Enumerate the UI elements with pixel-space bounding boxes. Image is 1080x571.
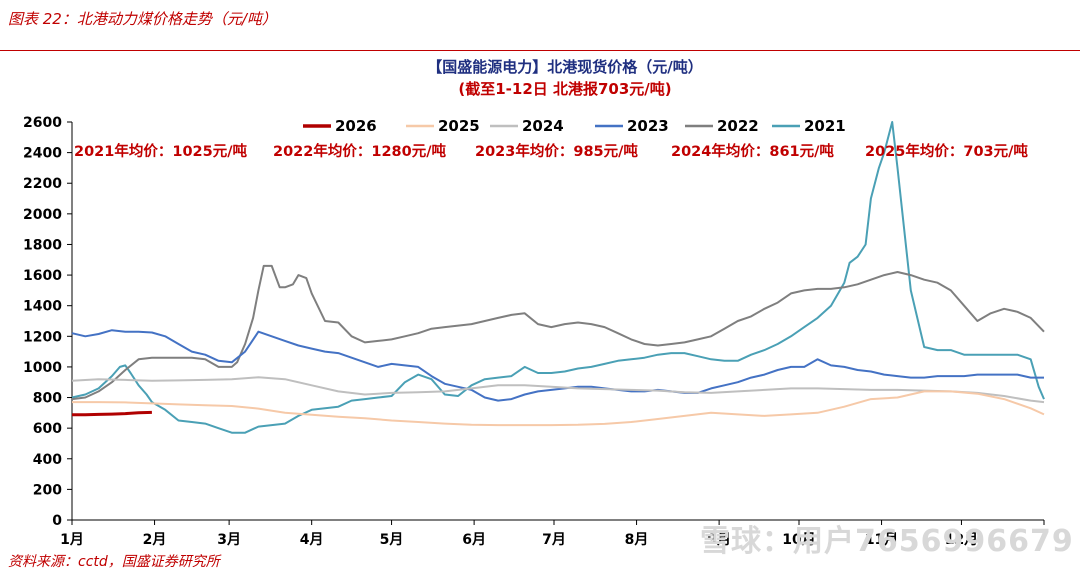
x-tick-label: 11月 bbox=[865, 532, 898, 548]
legend: 2026 2025 2024 2023 2022 2021 bbox=[303, 117, 846, 135]
series-line-2024 bbox=[71, 376, 1045, 404]
watermark: 雪球：用户7656996679 bbox=[700, 524, 1074, 559]
x-tick-label: 4月 bbox=[300, 532, 324, 548]
average-annotations: 2021年均价：1025元/吨 2022年均价：1280元/吨 2023年均价：98… bbox=[74, 142, 1028, 160]
x-tick-label: 9月 bbox=[707, 532, 731, 548]
average-label: 2025年均价：703元/吨 bbox=[865, 142, 1028, 160]
legend-label-2022: 2022 bbox=[717, 117, 759, 135]
y-tick-label: 1800 bbox=[23, 237, 62, 253]
legend-label-2026: 2026 bbox=[335, 117, 377, 135]
legend-label-2023: 2023 bbox=[627, 117, 669, 135]
y-tick-label: 2400 bbox=[23, 146, 62, 162]
legend-label-2024: 2024 bbox=[522, 117, 564, 135]
y-tick-label: 2200 bbox=[23, 176, 62, 192]
x-tick-label: 3月 bbox=[217, 532, 241, 548]
x-tick-label: 7月 bbox=[542, 532, 566, 548]
series-line-2025 bbox=[72, 390, 1045, 427]
top-divider bbox=[0, 50, 1080, 51]
y-tick-label: 1000 bbox=[23, 360, 62, 376]
series-line-2021 bbox=[71, 121, 1045, 434]
figure-caption: 图表 22：北港动力煤价格走势（元/吨） bbox=[8, 10, 277, 28]
price-chart: 【国盛能源电力】北港现货价格（元/吨） (截至1-12日 北港报703元/吨) … bbox=[23, 58, 1045, 548]
y-tick-label: 200 bbox=[33, 482, 62, 498]
average-label: 2024年均价：861元/吨 bbox=[671, 142, 834, 160]
y-tick-label: 1600 bbox=[23, 268, 62, 284]
x-tick-label: 6月 bbox=[462, 532, 486, 548]
series-line-2022 bbox=[71, 264, 1045, 401]
average-label: 2021年均价：1025元/吨 bbox=[74, 142, 248, 160]
x-tick-label: 1月 bbox=[60, 532, 84, 548]
legend-label-2021: 2021 bbox=[804, 117, 846, 135]
series-line-2026 bbox=[72, 410, 152, 417]
y-tick-label: 800 bbox=[33, 391, 62, 407]
x-tick-label: 10月 bbox=[782, 532, 815, 548]
source-note: 资料来源：cctd，国盛证券研究所 bbox=[8, 554, 220, 570]
y-tick-label: 0 bbox=[52, 513, 62, 529]
legend-label-2025: 2025 bbox=[438, 117, 480, 135]
series-lines bbox=[71, 121, 1045, 434]
y-tick-label: 1400 bbox=[23, 299, 62, 315]
series-line-2023 bbox=[71, 329, 1044, 402]
y-tick-label: 1200 bbox=[23, 329, 62, 345]
x-tick-label: 8月 bbox=[625, 532, 649, 548]
y-tick-label: 2000 bbox=[23, 207, 62, 223]
x-tick-label: 5月 bbox=[380, 532, 404, 548]
y-tick-label: 400 bbox=[33, 452, 62, 468]
y-tick-label: 2600 bbox=[23, 115, 62, 131]
x-tick-label: 12月 bbox=[945, 532, 978, 548]
chart-subtitle: (截至1-12日 北港报703元/吨) bbox=[458, 80, 671, 98]
x-tick-label: 2月 bbox=[143, 532, 167, 548]
axes: 0 200 400 600 800 1000 1200 1400 1600 1800 2000 220… bbox=[23, 115, 1045, 548]
chart-title: 【国盛能源电力】北港现货价格（元/吨） bbox=[427, 58, 702, 76]
y-tick-label: 600 bbox=[33, 421, 62, 437]
average-label: 2023年均价：985元/吨 bbox=[475, 142, 638, 160]
average-label: 2022年均价：1280元/吨 bbox=[273, 142, 447, 160]
